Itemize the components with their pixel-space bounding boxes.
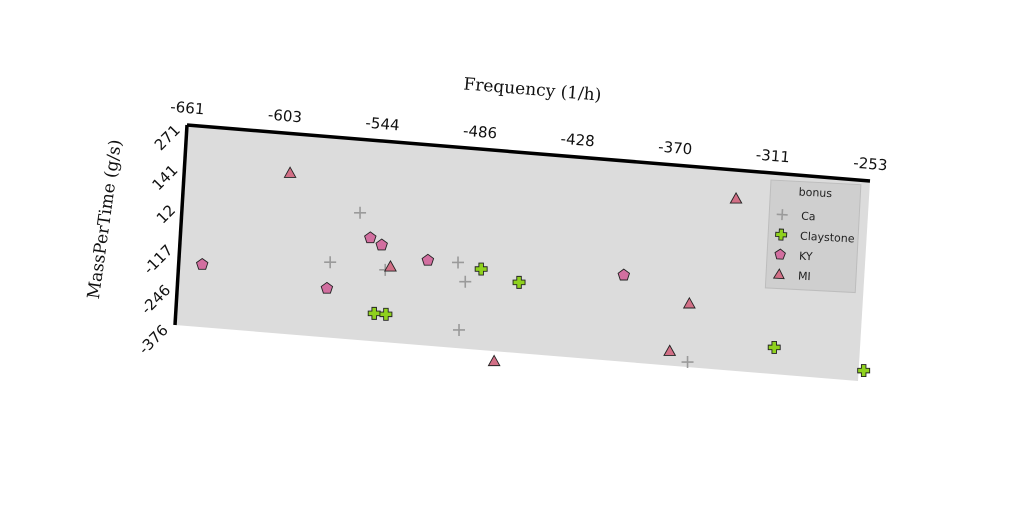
legend-item: Claystone <box>775 228 855 245</box>
legend-title: bonus <box>798 185 832 200</box>
x-tick-labels: -661 -603 -544 -486 -428 -370 -311 -253 <box>170 98 888 175</box>
point-claystone <box>512 275 526 289</box>
point-ky <box>320 281 334 294</box>
point-mi <box>682 296 696 309</box>
y-axis: 271 141 12 -117-246-376 MassPerTime (g/s) <box>84 121 189 358</box>
x-tick-label: -370 <box>658 138 693 159</box>
point-ca <box>452 256 465 269</box>
point-ky <box>421 253 435 266</box>
point-ca <box>459 275 472 288</box>
legend-label: Ca <box>801 210 816 224</box>
legend-label: MI <box>798 270 811 284</box>
point-claystone <box>857 364 871 378</box>
y-tick-label: -117 <box>140 241 177 278</box>
point-mi <box>487 354 501 367</box>
legend-label: Claystone <box>800 230 855 246</box>
point-claystone <box>767 340 781 354</box>
data-points <box>195 166 871 378</box>
y-tick-label: 141 <box>148 161 181 194</box>
point-ky <box>617 268 631 281</box>
x-tick-label: -661 <box>170 98 205 119</box>
legend-marker <box>774 248 786 260</box>
legend-marker <box>776 209 788 221</box>
x-axis-title: Frequency (1/h) <box>463 74 602 105</box>
point-claystone <box>379 307 393 321</box>
x-tick-label: -603 <box>267 106 302 127</box>
legend: bonus Ca Claystone KY MI <box>764 179 862 294</box>
x-tick-label: -486 <box>462 122 497 143</box>
x-tick-label: -544 <box>365 114 400 135</box>
legend-item: Ca <box>776 209 816 224</box>
y-axis-line <box>173 124 189 326</box>
y-tick-label: -246 <box>137 281 174 318</box>
point-mi <box>729 191 743 204</box>
x-tick-label: -311 <box>755 146 790 167</box>
point-claystone <box>367 306 381 320</box>
point-mi <box>283 166 297 178</box>
legend-item: MI <box>772 268 811 284</box>
legend-box <box>764 179 862 294</box>
plot-background <box>175 125 870 381</box>
point-ca <box>354 206 367 219</box>
x-axis-line <box>186 123 871 183</box>
point-claystone <box>474 262 488 276</box>
point-mi <box>663 344 677 356</box>
point-ca <box>324 256 337 269</box>
point-ky <box>375 238 388 251</box>
y-tick-label: -376 <box>135 321 172 358</box>
legend-label: KY <box>799 250 813 264</box>
point-ky <box>364 231 377 244</box>
legend-marker <box>775 228 788 241</box>
point-ca <box>453 323 466 336</box>
point-ky <box>195 257 209 270</box>
legend-marker <box>772 268 785 280</box>
y-tick-label: 12 <box>153 201 179 227</box>
point-mi <box>383 259 397 272</box>
legend-items: Ca Claystone KY MI <box>772 209 855 284</box>
y-axis-title: MassPerTime (g/s) <box>84 138 126 300</box>
x-tick-label: -428 <box>560 130 595 151</box>
x-tick-label: -253 <box>853 154 888 175</box>
y-tick-label: 271 <box>151 121 184 154</box>
point-ca <box>681 356 694 369</box>
legend-item: KY <box>774 248 813 264</box>
